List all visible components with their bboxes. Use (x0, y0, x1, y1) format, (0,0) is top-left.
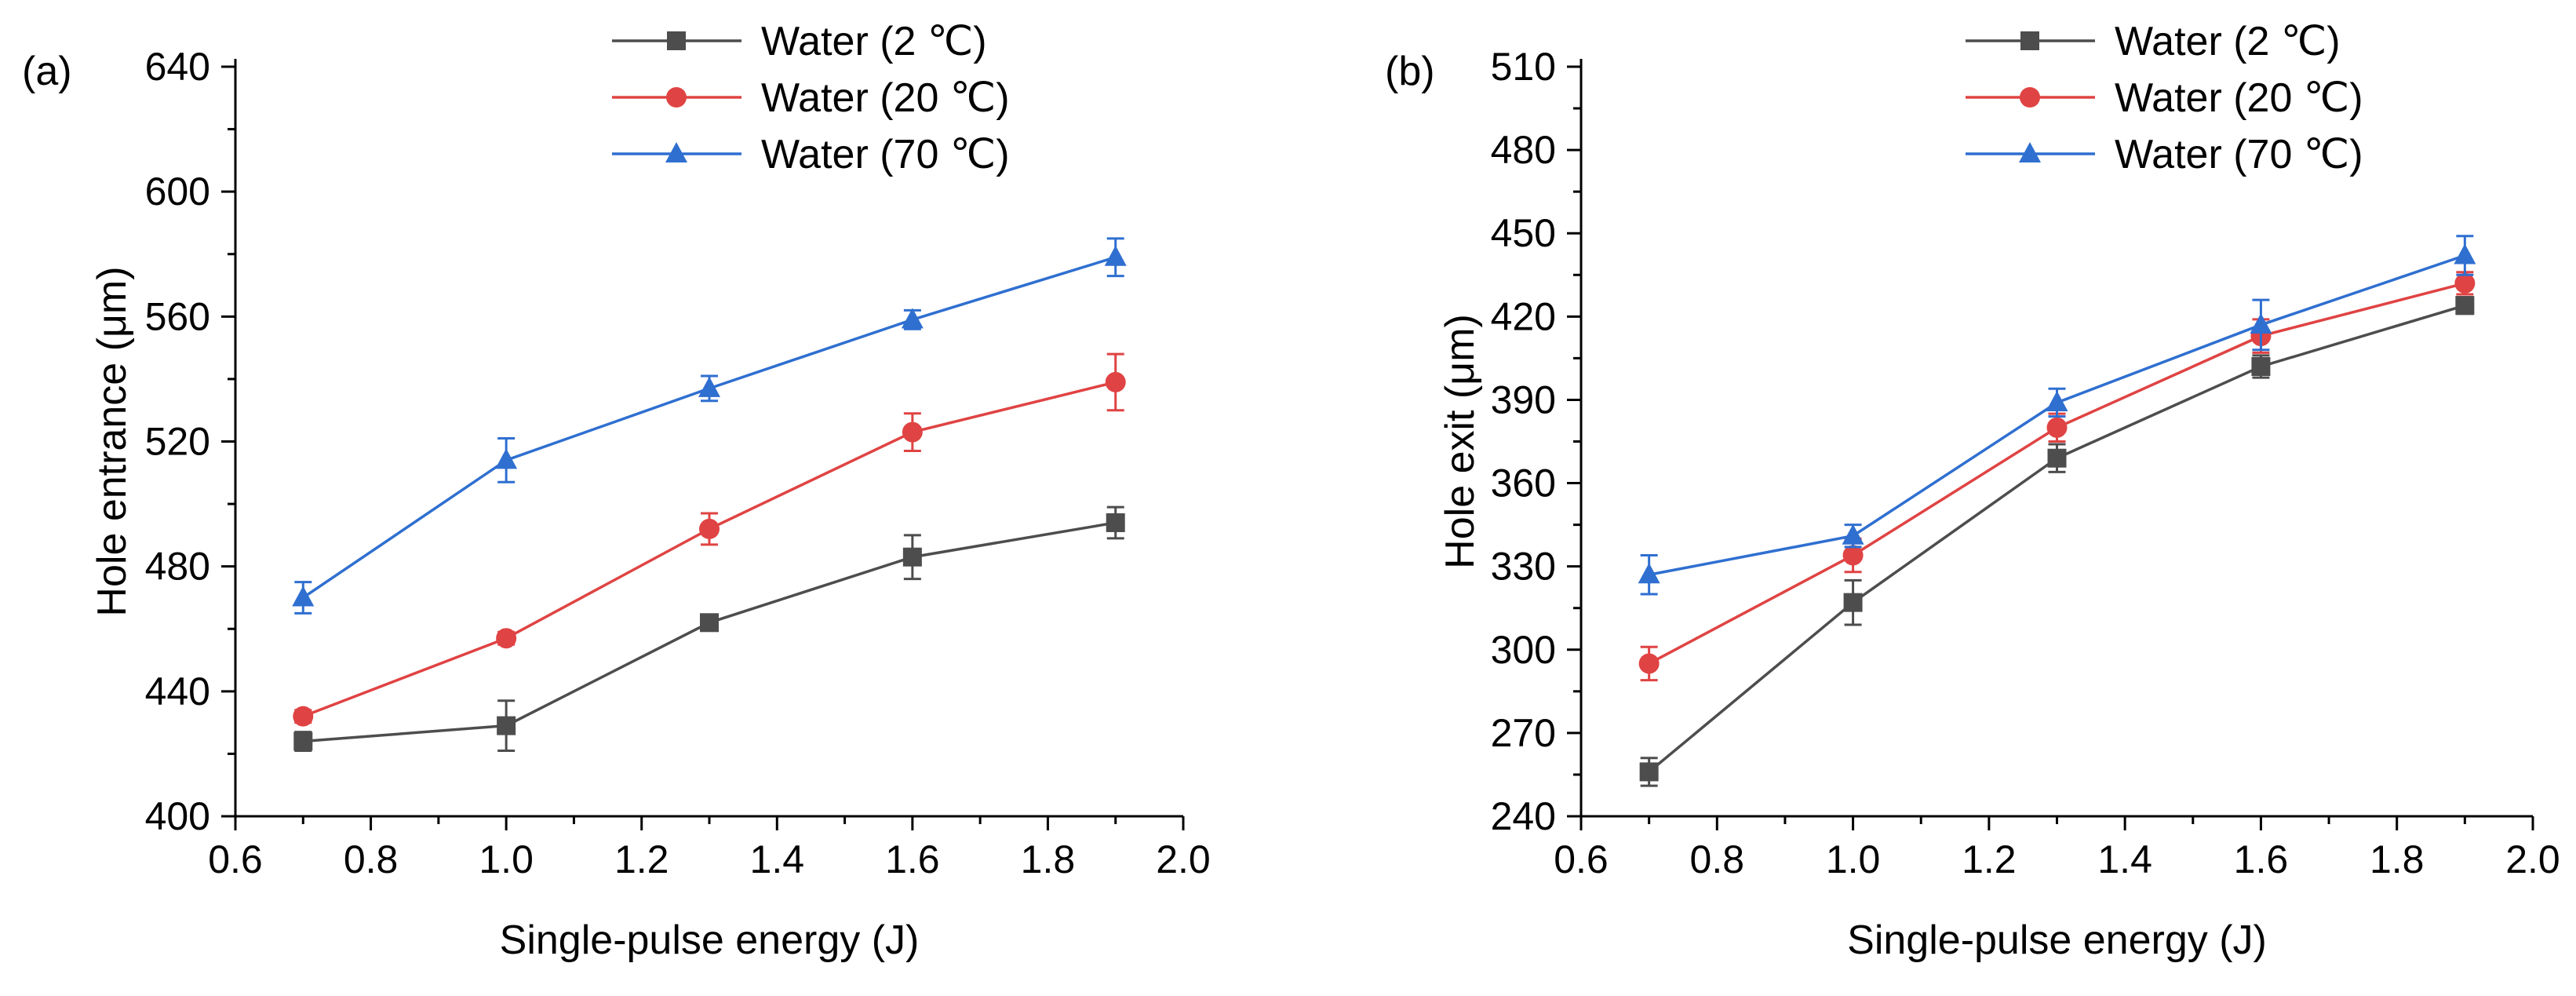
data-point (2454, 272, 2476, 294)
data-point (2455, 296, 2475, 316)
data-point (1638, 563, 1660, 584)
data-point (497, 716, 516, 735)
x-tick-label: 2.0 (2505, 837, 2560, 881)
data-point (1638, 653, 1660, 674)
y-tick-label: 420 (1491, 294, 1556, 338)
y-axis-title: Hole exit (μm) (1437, 314, 1483, 569)
data-point (2046, 390, 2068, 411)
y-tick-label: 390 (1491, 378, 1556, 421)
data-point (1106, 513, 1125, 532)
series-triangle (292, 237, 1127, 615)
y-tick-label: 640 (145, 45, 210, 89)
legend: Water (2 ℃) Water (20 ℃) Water (70 ℃) (1966, 19, 2363, 177)
legend-label: Water (20 ℃) (761, 75, 1010, 121)
panel-label: (b) (1385, 49, 1435, 94)
data-point (1842, 545, 1864, 566)
y-tick-label: 400 (145, 794, 210, 838)
panel-label: (a) (22, 49, 72, 94)
legend-marker (667, 31, 686, 50)
x-axis-title: Single-pulse energy (J) (1847, 918, 2267, 963)
x-tick-label: 1.2 (1962, 837, 2017, 881)
x-tick-label: 1.8 (2370, 837, 2425, 881)
y-tick-label: 480 (145, 545, 210, 589)
legend-marker (665, 142, 687, 162)
legend-marker (2020, 87, 2040, 108)
legend-label: Water (70 ℃) (2115, 132, 2363, 177)
data-point (2250, 312, 2272, 334)
data-point (1105, 371, 1126, 392)
y-tick-label: 520 (145, 420, 210, 464)
data-point (902, 421, 923, 443)
data-point (699, 518, 720, 539)
x-tick-label: 1.0 (1826, 837, 1881, 881)
y-tick-label: 240 (1491, 794, 1556, 838)
series-square (293, 505, 1125, 752)
x-tick-label: 2.0 (1156, 837, 1211, 881)
x-tick-label: 1.4 (2097, 837, 2152, 881)
y-tick-label: 560 (145, 294, 210, 338)
data-point (495, 448, 518, 469)
series-circle (1638, 271, 2476, 682)
x-tick-label: 1.2 (614, 837, 669, 881)
data-point (698, 376, 720, 397)
x-tick-label: 0.8 (344, 837, 399, 881)
y-tick-label: 440 (145, 669, 210, 713)
data-point (292, 586, 315, 607)
x-tick-label: 0.6 (208, 837, 263, 881)
chart-panel-1: (a) 0.6 0.8 1.0 1.2 1.4 1.6 1.8 2.0 400 440 480 520 5… (22, 19, 1211, 963)
y-tick-label: 480 (1491, 128, 1556, 172)
series-line (1648, 304, 2465, 773)
data-point (1842, 524, 1864, 545)
y-axis-title: Hole entrance (μm) (89, 266, 135, 616)
y-tick-label: 330 (1491, 545, 1556, 589)
x-tick-label: 1.6 (885, 837, 940, 881)
legend-label: Water (70 ℃) (761, 132, 1010, 177)
x-tick-label: 1.4 (750, 837, 805, 881)
legend-label: Water (2 ℃) (2115, 19, 2341, 64)
data-point (1104, 245, 1127, 266)
legend-label: Water (20 ℃) (2115, 75, 2363, 121)
y-tick-label: 510 (1491, 45, 1556, 89)
y-tick-label: 270 (1491, 711, 1556, 755)
data-point (2047, 448, 2067, 468)
data-point (1639, 762, 1659, 782)
x-tick-label: 1.8 (1021, 837, 1076, 881)
data-point (2454, 243, 2476, 265)
y-tick-label: 360 (1491, 462, 1556, 505)
x-tick-label: 0.6 (1554, 837, 1609, 881)
data-point (901, 308, 924, 329)
y-tick-label: 450 (1491, 211, 1556, 255)
data-point (293, 706, 314, 727)
series-line (1648, 282, 2465, 666)
legend-marker (2020, 31, 2039, 50)
legend-label: Water (2 ℃) (761, 19, 987, 64)
y-tick-label: 600 (145, 170, 210, 213)
x-tick-label: 1.6 (2234, 837, 2289, 881)
x-axis-title: Single-pulse energy (J) (500, 918, 920, 963)
data-point (2046, 417, 2068, 438)
legend-marker (666, 87, 687, 108)
legend: Water (2 ℃) Water (20 ℃) Water (70 ℃) (612, 19, 1010, 177)
data-point (700, 613, 719, 633)
series-line (302, 256, 1117, 599)
data-point (293, 731, 313, 751)
legend-marker (2019, 142, 2041, 162)
series-square (1639, 296, 2475, 787)
series-line (302, 381, 1117, 718)
data-point (902, 547, 922, 567)
data-point (2251, 357, 2271, 376)
chart-panel-2: (b) 0.6 0.8 1.0 1.2 1.4 1.6 1.8 2.0 240 270 300 330 3… (1385, 19, 2560, 963)
x-tick-label: 1.0 (479, 837, 534, 881)
x-tick-label: 0.8 (1690, 837, 1745, 881)
y-tick-label: 300 (1491, 628, 1556, 672)
series-triangle (1638, 235, 2476, 596)
data-point (1843, 593, 1863, 612)
data-point (496, 628, 517, 649)
series-circle (293, 352, 1126, 727)
